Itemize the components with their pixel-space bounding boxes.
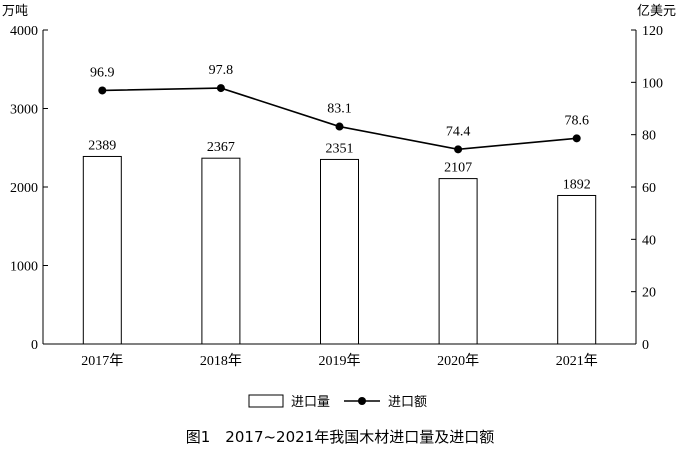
right-tick-label: 120 bbox=[642, 24, 663, 39]
x-tick-label: 2020年 bbox=[437, 353, 479, 369]
line-series-path bbox=[102, 87, 577, 151]
x-tick-label: 2021年 bbox=[556, 353, 598, 369]
legend-bar-label: 进口量 bbox=[291, 395, 330, 410]
bar-value-label: 2367 bbox=[207, 140, 235, 155]
chart-caption: 图1 2017~2021年我国木材进口量及进口额 bbox=[185, 428, 495, 446]
bar-value-label: 1892 bbox=[563, 177, 591, 192]
bar-2019年 bbox=[320, 158, 359, 345]
x-tick-label: 2019年 bbox=[319, 353, 361, 369]
line-point-2017年 bbox=[98, 86, 107, 95]
line-value-label: 97.8 bbox=[209, 63, 234, 78]
right-tick-label: 20 bbox=[642, 286, 656, 301]
right-tick-label: 0 bbox=[642, 338, 649, 353]
right-axis-unit: 亿美元 bbox=[637, 4, 676, 19]
right-tick-label: 100 bbox=[642, 76, 663, 91]
legend: 进口量 进口额 bbox=[248, 394, 427, 410]
left-tick-label: 0 bbox=[31, 338, 38, 353]
x-tick-label: 2018年 bbox=[200, 353, 242, 369]
right-tick-label: 40 bbox=[642, 233, 656, 248]
bar-2021年 bbox=[557, 194, 597, 345]
line-point-2021年 bbox=[572, 134, 581, 143]
bar-2017年 bbox=[82, 155, 122, 345]
line-value-label: 96.9 bbox=[90, 65, 115, 80]
legend-line-marker bbox=[358, 397, 366, 405]
bar-2018年 bbox=[201, 157, 241, 345]
right-tick-label: 60 bbox=[642, 181, 656, 196]
bars-group bbox=[82, 155, 597, 345]
line-value-label: 78.6 bbox=[564, 113, 589, 128]
legend-line-label: 进口额 bbox=[388, 395, 427, 410]
left-tick-label: 1000 bbox=[10, 260, 38, 275]
line-point-2018年 bbox=[216, 84, 225, 93]
line-value-label: 74.4 bbox=[446, 124, 471, 139]
line-point-2019年 bbox=[335, 122, 344, 131]
line-group bbox=[98, 84, 581, 154]
bar-value-label: 2389 bbox=[88, 138, 116, 153]
left-tick-label: 4000 bbox=[10, 24, 38, 39]
legend-bar-swatch bbox=[248, 394, 284, 408]
right-tick-label: 80 bbox=[642, 129, 656, 144]
bar-2020年 bbox=[438, 178, 478, 345]
left-tick-label: 2000 bbox=[10, 181, 38, 196]
labels-group: 2389 2367 2351 2107 1892 96.9 97.8 83.1 74.4 78.6 bbox=[88, 63, 590, 192]
line-point-2020年 bbox=[454, 145, 463, 154]
bar-value-label: 2107 bbox=[444, 161, 472, 176]
left-tick-label: 3000 bbox=[10, 103, 38, 118]
bar-value-label: 2351 bbox=[326, 141, 354, 156]
left-axis-unit: 万吨 bbox=[2, 4, 28, 19]
x-tick-label: 2017年 bbox=[81, 353, 123, 369]
line-value-label: 83.1 bbox=[327, 102, 352, 117]
axes-group: 0 1000 2000 3000 4000 0 20 40 60 80 100 120 2017年 201… bbox=[10, 24, 663, 369]
